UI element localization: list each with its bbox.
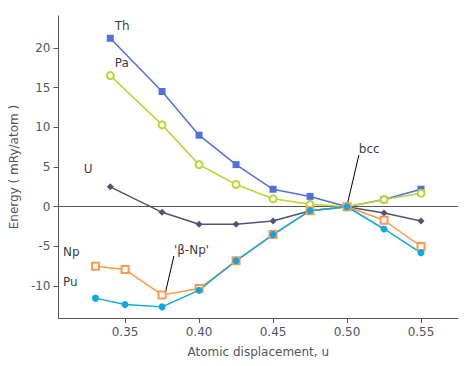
- svg-text:20: 20: [35, 41, 50, 55]
- svg-text:U: U: [84, 162, 93, 176]
- svg-text:-5: -5: [39, 239, 51, 253]
- svg-text:Atomic displacement, u: Atomic displacement, u: [187, 345, 329, 359]
- svg-text:0.55: 0.55: [408, 325, 435, 339]
- svg-text:15: 15: [35, 81, 50, 95]
- svg-text:0.50: 0.50: [334, 325, 361, 339]
- svg-text:5: 5: [43, 160, 51, 174]
- svg-text:0: 0: [43, 200, 51, 214]
- svg-text:bcc: bcc: [359, 142, 380, 156]
- svg-text:Th: Th: [114, 19, 130, 33]
- svg-text:Energy ( mRy/atom ): Energy ( mRy/atom ): [7, 105, 21, 229]
- svg-text:-10: -10: [31, 279, 51, 293]
- svg-text:Np: Np: [63, 245, 80, 259]
- svg-text:Pu: Pu: [63, 275, 78, 289]
- svg-text:'β-Np': 'β-Np': [174, 243, 209, 257]
- svg-text:10: 10: [35, 120, 50, 134]
- svg-text:Pa: Pa: [115, 56, 129, 70]
- svg-text:0.35: 0.35: [112, 325, 139, 339]
- svg-text:0.40: 0.40: [186, 325, 213, 339]
- svg-text:0.45: 0.45: [260, 325, 287, 339]
